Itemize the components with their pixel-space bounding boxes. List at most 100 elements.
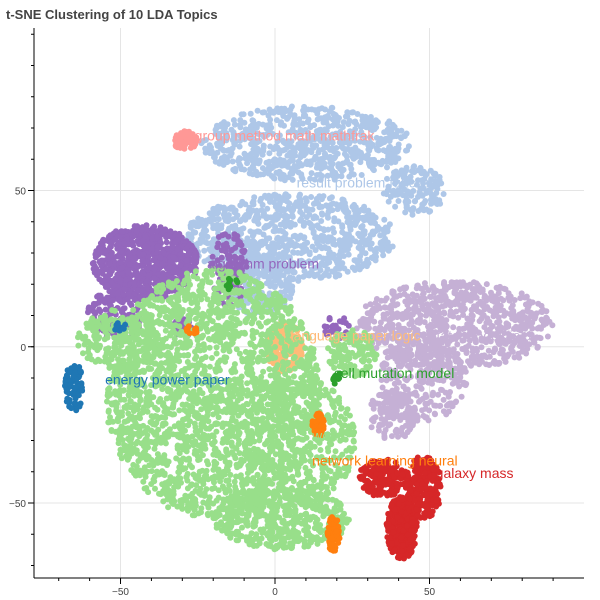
- data-point: [463, 380, 470, 387]
- data-point: [544, 315, 550, 322]
- data-point: [315, 135, 321, 142]
- data-point: [96, 276, 103, 283]
- data-point: [228, 247, 235, 254]
- data-point: [460, 279, 466, 286]
- data-point: [345, 251, 352, 258]
- data-point: [272, 143, 279, 150]
- data-point: [294, 236, 301, 242]
- data-point: [131, 255, 138, 262]
- data-point: [224, 158, 231, 165]
- data-point: [483, 281, 490, 288]
- data-point: [395, 141, 402, 148]
- data-point: [461, 365, 468, 372]
- data-point: [373, 124, 380, 131]
- data-point: [308, 170, 315, 177]
- data-point: [114, 290, 121, 297]
- data-point: [427, 167, 434, 174]
- data-point: [304, 160, 311, 167]
- data-point: [96, 297, 103, 304]
- data-point: [358, 129, 365, 136]
- data-point: [340, 119, 347, 126]
- data-point: [419, 291, 426, 298]
- data-point: [260, 147, 267, 154]
- data-point: [117, 278, 124, 285]
- data-point: [367, 134, 374, 141]
- data-point: [522, 301, 529, 308]
- data-point: [372, 117, 379, 124]
- data-point: [402, 209, 409, 216]
- data-point: [319, 127, 325, 134]
- data-point: [227, 205, 234, 212]
- data-point: [439, 387, 445, 393]
- data-point: [440, 281, 447, 288]
- data-point: [365, 142, 372, 149]
- data-point: [215, 216, 222, 223]
- data-point: [449, 403, 456, 410]
- data-point: [328, 194, 335, 201]
- data-point: [381, 435, 388, 441]
- data-point: [502, 358, 509, 365]
- data-point: [326, 207, 333, 214]
- data-point: [142, 243, 149, 249]
- data-point: [265, 275, 272, 282]
- data-point: [241, 136, 248, 143]
- data-point: [335, 134, 341, 141]
- data-point: [380, 252, 387, 259]
- data-point: [251, 194, 258, 201]
- data-point: [418, 300, 425, 307]
- data-point: [308, 224, 315, 231]
- data-point: [372, 257, 379, 264]
- data-point: [195, 223, 202, 230]
- data-point: [255, 220, 262, 227]
- data-point: [406, 426, 413, 433]
- data-point: [337, 161, 344, 168]
- data-point: [231, 226, 238, 232]
- data-point: [273, 195, 280, 202]
- data-point: [259, 201, 266, 208]
- data-point: [376, 391, 383, 398]
- data-point: [360, 214, 367, 221]
- data-point: [237, 137, 243, 144]
- data-point: [469, 345, 476, 352]
- data-point: [471, 353, 478, 360]
- data-point: [399, 431, 406, 438]
- data-point: [354, 111, 361, 117]
- data-point: [486, 353, 493, 360]
- data-point: [118, 248, 125, 255]
- data-point: [408, 168, 415, 175]
- data-point: [440, 191, 447, 197]
- data-point: [355, 230, 362, 237]
- data-point: [249, 171, 256, 178]
- data-point: [270, 131, 276, 137]
- data-point: [290, 249, 297, 256]
- data-point: [298, 173, 305, 180]
- data-point: [287, 295, 294, 302]
- data-point: [437, 347, 444, 354]
- data-point: [394, 301, 401, 308]
- data-point: [278, 227, 285, 234]
- data-point: [377, 232, 384, 239]
- data-point: [321, 227, 328, 234]
- data-point: [435, 391, 442, 398]
- data-point: [306, 211, 313, 218]
- data-point: [313, 214, 320, 221]
- data-point: [202, 137, 209, 143]
- data-point: [116, 297, 123, 304]
- data-point: [387, 193, 394, 200]
- data-point: [242, 201, 249, 208]
- data-point: [297, 196, 304, 203]
- data-point: [223, 240, 230, 247]
- data-point: [108, 252, 115, 259]
- data-point: [353, 258, 360, 265]
- data-point: [365, 156, 372, 163]
- data-point: [110, 297, 116, 304]
- data-point: [469, 316, 476, 323]
- data-point: [520, 348, 527, 355]
- data-point: [490, 359, 497, 366]
- data-point: [403, 147, 409, 154]
- data-point: [121, 240, 128, 247]
- data-point: [402, 386, 409, 393]
- data-point: [384, 354, 391, 361]
- data-point: [288, 103, 295, 110]
- data-point: [264, 214, 271, 221]
